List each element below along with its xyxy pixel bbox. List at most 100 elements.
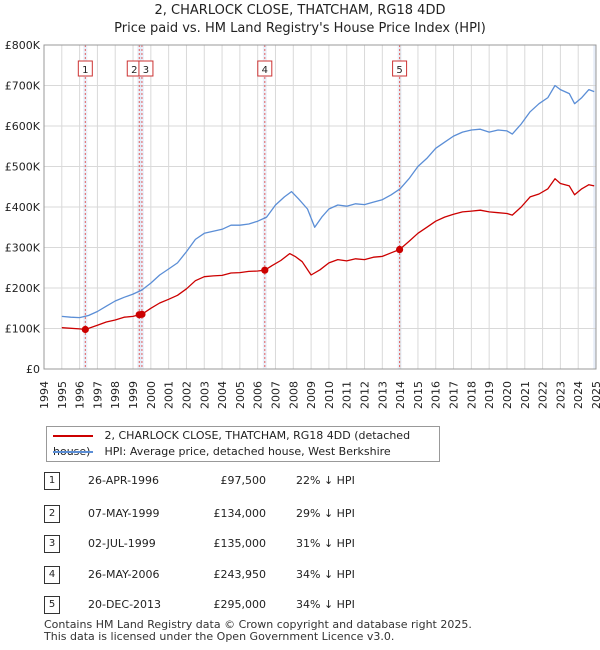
title-line-2: Price paid vs. HM Land Registry's House … <box>114 21 486 36</box>
sale-label-number-4: 4 <box>262 65 268 76</box>
x-tick-label: 2025 <box>590 381 600 409</box>
sale-label-number-2: 2 <box>131 65 137 76</box>
sale-hpi-diff: 34% ↓ HPI <box>296 598 355 611</box>
sale-row: 4 26-MAY-2006 £243,950 34% ↓ HPI <box>44 566 374 584</box>
legend-item-property: 2, CHARLOCK CLOSE, THATCHAM, RG18 4DD (d… <box>53 428 439 458</box>
series-line-hpi <box>61 84 595 319</box>
y-tick-label: £500K <box>5 161 41 174</box>
axes-layer: £0 £100K £200K £300K £400K £500K £600K £700K £80… <box>5 39 600 409</box>
legend-label-hpi: HPI: Average price, detached house, West… <box>104 445 391 458</box>
sale-label-number-1: 1 <box>82 65 88 76</box>
x-tick-label: 1996 <box>74 381 87 409</box>
grid-layer <box>43 44 597 370</box>
footer-line-1: Contains HM Land Registry data © Crown c… <box>44 618 472 631</box>
sale-label-box-3 <box>138 60 154 77</box>
x-tick-label: 2023 <box>554 381 567 409</box>
sale-price: £134,000 <box>213 507 267 520</box>
footer-line-2: This data is licensed under the Open Gov… <box>44 630 395 643</box>
sale-price: £295,000 <box>213 598 267 611</box>
x-tick-label: 2011 <box>341 381 354 409</box>
x-tick-label: 2000 <box>145 381 158 409</box>
x-tick-label: 2019 <box>483 381 496 409</box>
sale-label-box-5 <box>392 60 408 77</box>
sale-date: 26-APR-1996 <box>88 474 160 487</box>
sale-number-badge: 2 <box>44 505 60 523</box>
legend-item-hpi: HPI: Average price, detached house, West… <box>53 444 391 460</box>
sale-row: 2 07-MAY-1999 £134,000 29% ↓ HPI <box>44 505 374 523</box>
x-tick-label: 2008 <box>287 381 300 409</box>
x-tick-label: 2001 <box>163 381 176 409</box>
x-tick-label: 2002 <box>180 381 193 409</box>
legend-swatch-property <box>53 435 93 437</box>
sale-row: 5 20-DEC-2013 £295,000 34% ↓ HPI <box>44 596 374 614</box>
sale-date: 20-DEC-2013 <box>88 598 162 611</box>
sale-marker-layer <box>81 245 404 334</box>
x-tick-label: 2016 <box>430 381 443 409</box>
x-tick-label: 2018 <box>465 381 478 409</box>
y-tick-label: £600K <box>5 120 41 133</box>
chart-title: 2, CHARLOCK CLOSE, THATCHAM, RG18 4DD Pr… <box>0 2 600 38</box>
x-tick-label: 2013 <box>376 381 389 409</box>
y-tick-label: £200K <box>5 282 41 295</box>
sale-hpi-diff: 34% ↓ HPI <box>296 568 355 581</box>
x-tick-label: 2010 <box>323 381 336 409</box>
x-tick-label: 2017 <box>448 381 461 409</box>
y-tick-label: £700K <box>5 80 41 93</box>
sale-marker-3 <box>138 310 146 318</box>
series-line-property <box>61 178 595 331</box>
x-tick-label: 1999 <box>127 381 140 409</box>
x-tick-label: 2020 <box>501 381 514 409</box>
x-tick-label: 2009 <box>305 381 318 409</box>
sale-marker-1 <box>81 325 89 334</box>
sale-number-badge: 5 <box>44 596 60 614</box>
sale-label-number-5: 5 <box>396 65 402 76</box>
sale-hpi-diff: 22% ↓ HPI <box>296 474 355 487</box>
sale-marker-4 <box>261 266 269 274</box>
sale-hpi-diff: 29% ↓ HPI <box>296 507 355 520</box>
x-tick-label: 1995 <box>56 381 69 409</box>
sale-row: 3 02-JUL-1999 £135,000 31% ↓ HPI <box>44 535 374 553</box>
title-line-1: 2, CHARLOCK CLOSE, THATCHAM, RG18 4DD <box>154 3 446 18</box>
sale-label-box-1 <box>77 60 93 77</box>
sale-price: £135,000 <box>213 537 267 550</box>
y-tick-label: £0 <box>26 363 40 376</box>
y-tick-label: £400K <box>5 201 41 214</box>
x-tick-label: 1997 <box>91 381 104 409</box>
y-tick-label: £300K <box>5 242 41 255</box>
x-tick-label: 2012 <box>359 381 372 409</box>
sale-number-badge: 3 <box>44 535 60 553</box>
y-tick-label: £800K <box>5 39 41 52</box>
x-tick-label: 2005 <box>234 381 247 409</box>
x-tick-label: 2004 <box>216 381 229 409</box>
x-tick-label: 2006 <box>252 381 265 409</box>
legend-swatch-hpi <box>53 451 93 453</box>
sale-number-badge: 1 <box>44 472 60 490</box>
x-tick-label: 2022 <box>537 381 550 409</box>
series-layer <box>61 84 595 331</box>
sale-price: £243,950 <box>213 568 267 581</box>
x-tick-label: 2007 <box>269 381 282 409</box>
x-tick-label: 1998 <box>109 381 122 409</box>
y-tick-label: £100K <box>5 323 41 336</box>
x-tick-label: 2003 <box>198 381 211 409</box>
x-tick-label: 2021 <box>519 381 532 409</box>
sale-row: 1 26-APR-1996 £97,500 22% ↓ HPI <box>44 472 374 490</box>
sale-date: 07-MAY-1999 <box>88 507 160 520</box>
sale-price: £97,500 <box>220 474 267 487</box>
x-tick-label: 2015 <box>412 381 425 409</box>
plot-frame <box>43 44 597 370</box>
x-tick-label: 1994 <box>38 381 51 409</box>
sale-hpi-diff: 31% ↓ HPI <box>296 537 355 550</box>
x-tick-label: 2024 <box>572 381 585 409</box>
sale-date: 26-MAY-2006 <box>88 568 160 581</box>
sale-label-number-3: 3 <box>143 65 149 76</box>
sale-label-box-4 <box>257 60 273 77</box>
price-chart: £0 £100K £200K £300K £400K £500K £600K £700K £80… <box>5 39 600 409</box>
x-tick-label: 2014 <box>394 381 407 409</box>
footer: Contains HM Land Registry data © Crown c… <box>44 619 472 643</box>
sale-marker-5 <box>395 245 404 254</box>
legend: 2, CHARLOCK CLOSE, THATCHAM, RG18 4DD (d… <box>46 426 440 462</box>
sale-date: 02-JUL-1999 <box>88 537 156 550</box>
sale-number-badge: 4 <box>44 566 60 584</box>
